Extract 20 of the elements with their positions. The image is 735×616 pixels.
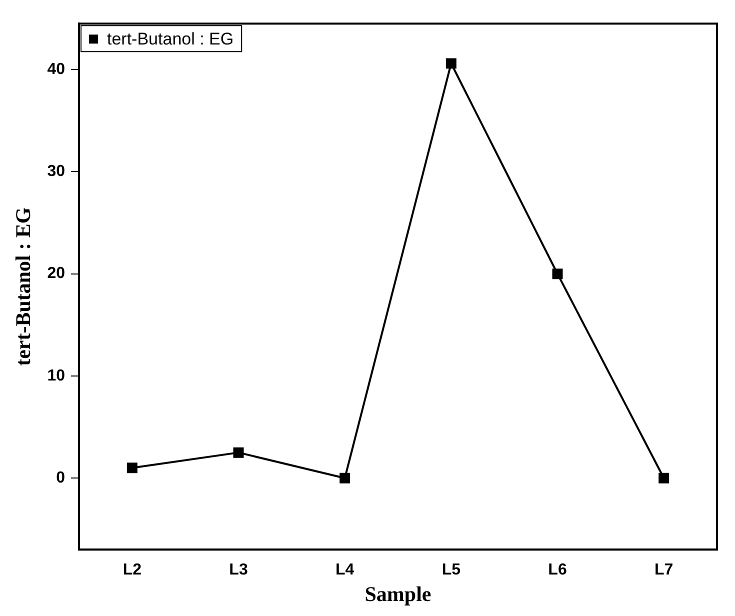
y-tick-label: 20 [47, 265, 66, 282]
x-tick-label: L7 [654, 562, 674, 579]
x-tick-label: L2 [122, 562, 142, 579]
y-axis-title: tert-Butanol : EG [11, 207, 36, 366]
y-tick-label: 40 [47, 60, 66, 78]
x-tick-label: L3 [229, 562, 248, 579]
x-tick-label: L4 [335, 562, 354, 579]
point [658, 472, 670, 484]
point [233, 447, 244, 458]
y-tick-label: 30 [47, 163, 66, 180]
point [126, 462, 138, 474]
y-tick-label: 0 [56, 470, 66, 487]
point [340, 472, 350, 484]
x-tick-label: L6 [548, 562, 567, 579]
y-tick-label: 10 [47, 367, 66, 384]
point [552, 268, 563, 280]
x-tick-label: L5 [442, 562, 461, 579]
x-axis-title: Sample [364, 582, 432, 606]
legend-label: tert-Butanol : EG [106, 29, 234, 48]
point [446, 58, 456, 69]
